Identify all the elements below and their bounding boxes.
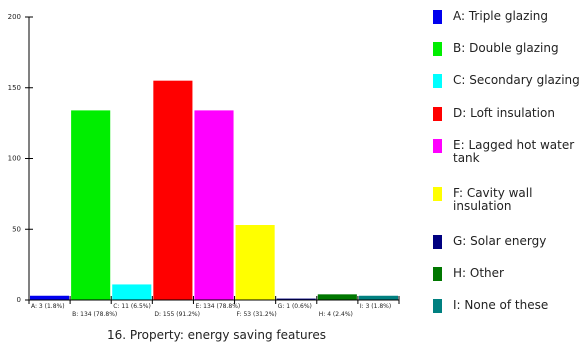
y-tick-label: 150 <box>8 84 21 92</box>
y-tick-label: 0 <box>17 296 21 304</box>
legend-swatch <box>433 10 442 24</box>
bar-data-label: F: 53 (31.2%) <box>237 311 277 318</box>
legend-item-i: I: None of these <box>433 299 583 339</box>
x-axis: A: 3 (1.8%) B: 134 (78.8%)C: 11 (6.5%)D: … <box>28 296 400 318</box>
legend-label: B: Double glazing <box>453 41 559 55</box>
legend-label: F: Cavity wall insulation <box>453 186 533 213</box>
bar-data-label: A: 3 (1.8%) <box>31 303 65 310</box>
bar-c <box>112 284 152 300</box>
legend-label: I: None of these <box>453 298 549 312</box>
legend-item-f: F: Cavity wall insulation <box>433 187 583 227</box>
bar-d <box>153 80 193 300</box>
chart-title: 16. Property: energy saving features <box>107 328 326 342</box>
legend-swatch <box>433 235 442 249</box>
legend-swatch <box>433 74 442 88</box>
y-tick-label: 50 <box>12 225 21 233</box>
y-tick-label: 100 <box>8 155 21 163</box>
legend-item-a: A: Triple glazing <box>433 10 583 50</box>
bar-g <box>276 298 316 300</box>
legend-label: A: Triple glazing <box>453 9 548 23</box>
legend-label: D: Loft insulation <box>453 106 555 120</box>
bar-data-label: B: 134 (78.8%) <box>72 311 117 318</box>
bar-data-label: D: 155 (91.2%) <box>154 311 200 318</box>
legend-swatch <box>433 42 442 56</box>
legend-item-e: E: Lagged hot water tank <box>433 139 583 179</box>
bars <box>30 80 398 300</box>
legend-label: C: Secondary glazing <box>453 73 580 87</box>
bar-e <box>194 110 234 300</box>
legend-swatch <box>433 139 442 153</box>
legend-item-c: C: Secondary glazing <box>433 74 583 114</box>
legend-swatch <box>433 299 442 313</box>
legend-item-b: B: Double glazing <box>433 42 583 82</box>
bar-data-label: I: 3 (1.8%) <box>360 303 391 310</box>
bar-data-label: E: 134 (78.8%) <box>195 303 240 310</box>
legend-swatch <box>433 187 442 201</box>
bar-data-label: G: 1 (0.6%) <box>278 303 312 310</box>
bar-h <box>317 294 357 300</box>
bar-i <box>358 295 398 300</box>
bar-b <box>71 110 111 300</box>
legend-swatch <box>433 107 442 121</box>
bar-a <box>30 295 70 300</box>
y-axis: 0 50 100 150 200 <box>8 13 33 304</box>
legend-item-g: G: Solar energy <box>433 235 583 275</box>
bar-data-label: H: 4 (2.4%) <box>319 311 353 318</box>
legend-label: H: Other <box>453 266 504 280</box>
legend-swatch <box>433 267 442 281</box>
y-tick-label: 200 <box>8 13 21 21</box>
bar-f <box>235 225 275 300</box>
legend-item-d: D: Loft insulation <box>433 107 583 147</box>
bar-data-label: C: 11 (6.5%) <box>113 303 151 310</box>
legend-label: G: Solar energy <box>453 234 547 248</box>
legend-item-h: H: Other <box>433 267 583 307</box>
legend-label: E: Lagged hot water tank <box>453 138 575 165</box>
